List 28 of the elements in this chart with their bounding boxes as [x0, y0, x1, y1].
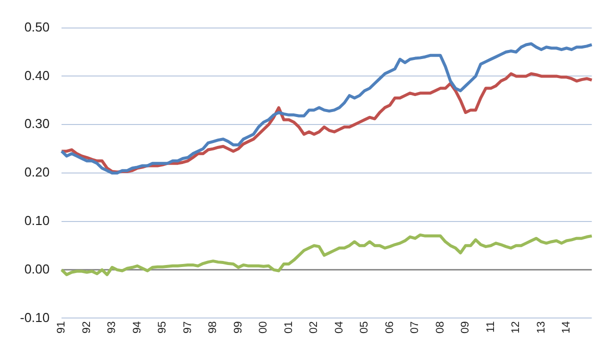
x-tick-label: 95 [156, 321, 169, 334]
x-tick-label: 91 [56, 321, 68, 334]
x-tick-label: 14 [560, 321, 573, 334]
x-tick-label: 93 [106, 321, 118, 334]
x-tick-label: 05 [358, 321, 371, 334]
y-tick-label: 0.00 [24, 261, 50, 276]
y-tick-label: 0.30 [24, 116, 50, 132]
x-tick-label: 98 [207, 321, 220, 334]
x-tick-label: 07 [409, 321, 422, 334]
x-tick-label: 12 [510, 321, 522, 334]
x-tick-label: 01 [282, 321, 295, 334]
x-tick-label: 11 [484, 321, 497, 333]
x-tick-label: 97 [182, 321, 194, 334]
x-tick-label: 92 [80, 321, 93, 334]
x-tick-label: 06 [384, 321, 396, 334]
x-tick-label: 08 [434, 321, 446, 334]
y-tick-label: 0.10 [24, 212, 50, 228]
y-tick-label: 0.50 [24, 19, 50, 34]
x-tick-label: 94 [131, 321, 144, 334]
x-tick-label: 02 [308, 321, 320, 334]
y-tick-label: 0.20 [24, 164, 50, 180]
x-tick-label: 13 [535, 321, 548, 334]
y-tick-label: -0.10 [20, 310, 50, 325]
x-tick-label: 99 [232, 321, 244, 334]
x-tick-label: 00 [258, 321, 270, 334]
x-tick-label: 04 [333, 321, 346, 334]
y-tick-label: 0.40 [24, 68, 50, 83]
x-tick-label: 09 [460, 321, 472, 334]
